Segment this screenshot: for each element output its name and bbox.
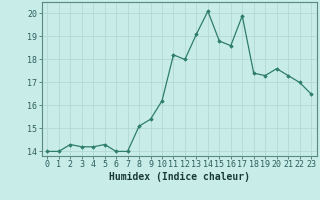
X-axis label: Humidex (Indice chaleur): Humidex (Indice chaleur) [109, 172, 250, 182]
